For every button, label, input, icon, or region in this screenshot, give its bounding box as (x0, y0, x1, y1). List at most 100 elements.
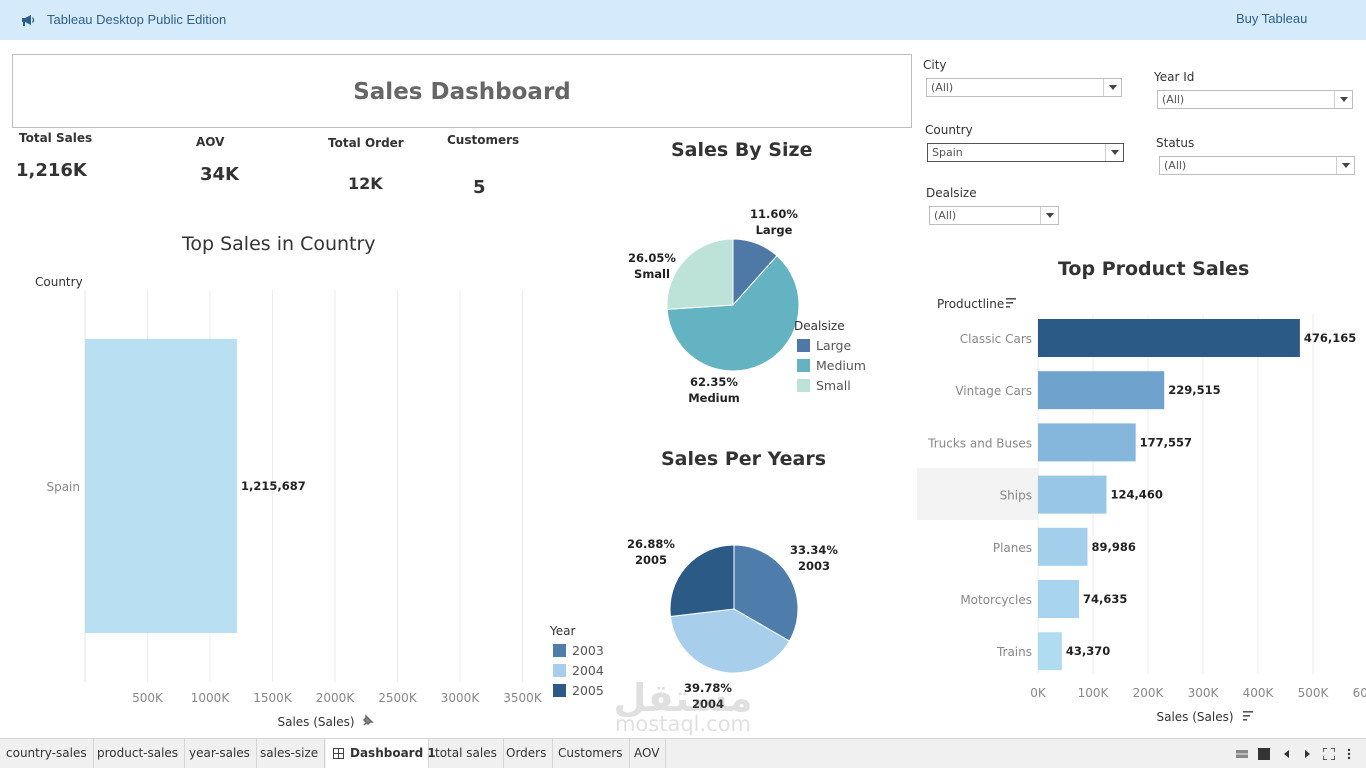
status-filter-select[interactable]: (All) (1159, 156, 1355, 175)
chevron-down-icon (1334, 91, 1352, 108)
years-chart-title: Sales Per Years (661, 448, 827, 470)
sort-icon[interactable] (1243, 711, 1253, 721)
status-filter-label: Status (1156, 136, 1195, 150)
product-bar-label: 43,370 (1066, 644, 1110, 658)
product-axis-ticks: 0K 100K 200K 300K 400K 500K 600K (1030, 686, 1366, 700)
city-filter-label: City (923, 58, 947, 72)
svg-text:11.60%: 11.60% (750, 207, 798, 221)
years-slice-2003[interactable] (733, 544, 799, 642)
size-slice-small[interactable] (666, 238, 734, 310)
size-legend-title: Dealsize (794, 319, 845, 333)
more-options-icon[interactable] (1343, 748, 1355, 760)
top-product-sales-chart[interactable]: Productline Classic Cars 476,165 Vintage C… (917, 290, 1366, 730)
tab-total-sales[interactable]: total sales (429, 739, 504, 768)
city-filter-select[interactable]: (All) (926, 78, 1122, 97)
years-legend-2004[interactable]: 2004 (553, 663, 604, 678)
size-legend-large[interactable]: Large (797, 338, 851, 353)
product-bar-motorcycles[interactable] (1038, 580, 1080, 618)
svg-text:Small: Small (634, 267, 670, 281)
size-chart-title: Sales By Size (671, 139, 813, 161)
svg-text:2005: 2005 (635, 553, 667, 567)
product-category-label: Vintage Cars (955, 384, 1032, 398)
fullscreen-icon[interactable] (1323, 748, 1335, 760)
size-slice-medium[interactable] (666, 255, 800, 372)
product-category-label: Ships (1000, 489, 1032, 503)
dealsize-filter-select[interactable]: (All) (929, 206, 1059, 225)
product-tick-label: 600K (1353, 686, 1366, 700)
years-slice-2004[interactable] (669, 608, 791, 674)
tab-customers[interactable]: Customers (552, 739, 630, 768)
next-sheet-icon[interactable] (1301, 748, 1313, 760)
tab-view-icon[interactable] (1258, 748, 1270, 760)
row-highlight (917, 468, 1038, 520)
sales-per-years-pie[interactable]: 26.88% 2005 33.34% 2003 39.78% 2004 (600, 520, 900, 720)
chevron-down-icon (1336, 157, 1354, 174)
tab-sales-size[interactable]: sales-size (254, 739, 326, 768)
svg-text:Medium: Medium (688, 391, 740, 405)
years-legend-2003[interactable]: 2003 (553, 643, 604, 658)
product-bar-label: 177,557 (1140, 435, 1192, 449)
product-bar-label: 89,986 (1091, 540, 1135, 554)
product-bar-label: 124,460 (1110, 488, 1162, 502)
sort-icon[interactable] (1006, 298, 1016, 308)
filmstrip-view-icon[interactable] (1236, 748, 1248, 760)
country-tick-label: 2500K (378, 691, 418, 705)
product-category-label: Planes (993, 541, 1032, 555)
buy-tableau-link[interactable]: Buy Tableau (1236, 11, 1308, 26)
country-tick-label: 3000K (441, 691, 481, 705)
size-legend-medium[interactable]: Medium (797, 358, 866, 373)
svg-text:39.78%: 39.78% (684, 681, 732, 695)
tab-aov[interactable]: AOV (628, 739, 667, 768)
kpi-total-order-label: Total Order (328, 136, 404, 150)
years-label-2004: 39.78% 2004 (684, 681, 732, 711)
country-axis-ticks: 500K 1000K 1500K 2000K 2500K 3000K 3500K (132, 691, 543, 705)
years-legend-2005[interactable]: 2005 (553, 683, 604, 698)
kpi-total-order-value: 12K (348, 174, 383, 193)
product-tick-label: 0K (1030, 686, 1047, 700)
pin-icon[interactable] (363, 714, 374, 726)
kpi-aov-label: AOV (196, 135, 225, 149)
country-filter-select[interactable]: Spain (927, 143, 1124, 162)
year-filter-select[interactable]: (All) (1157, 90, 1353, 109)
product-bar-label: 476,165 (1304, 331, 1356, 345)
product-bar-trucks-and-buses[interactable] (1038, 423, 1136, 462)
product-tick-label: 200K (1133, 686, 1165, 700)
chevron-down-icon (1103, 79, 1121, 96)
product-tick-label: 400K (1243, 686, 1275, 700)
product-bar-trains[interactable] (1038, 632, 1062, 671)
country-category-label: Spain (46, 480, 80, 494)
size-label-small: 26.05% Small (628, 251, 676, 281)
country-bar-spain[interactable] (85, 339, 237, 633)
product-bar-vintage-cars[interactable] (1038, 371, 1165, 410)
years-slice-2005[interactable] (669, 544, 735, 618)
svg-text:62.35%: 62.35% (690, 375, 738, 389)
country-row-header: Country (35, 275, 83, 289)
country-sales-chart[interactable]: Country Spain 1,215,687 500K 1000K 1500K 20… (0, 270, 560, 740)
product-bar-ships[interactable] (1038, 475, 1107, 514)
product-row-header: Productline (937, 297, 1004, 311)
product-category-label: Trains (996, 645, 1032, 659)
megaphone-icon (22, 15, 35, 26)
size-legend-small[interactable]: Small (797, 378, 851, 393)
dashboard-grid-icon (333, 748, 344, 759)
tab-dashboard-1[interactable]: Dashboard 1 (326, 739, 436, 768)
size-label-large: 11.60% Large (750, 207, 798, 237)
tab-product-sales[interactable]: product-sales (91, 739, 186, 768)
tab-orders[interactable]: Orders (500, 739, 554, 768)
sales-by-size-pie[interactable]: 11.60% Large 26.05% Small 62.35% Medium (600, 190, 900, 430)
dashboard-title-box: Sales Dashboard (12, 54, 912, 128)
country-tick-label: 500K (132, 691, 164, 705)
country-tick-label: 2000K (316, 691, 356, 705)
kpi-aov-value: 34K (200, 164, 239, 185)
previous-sheet-icon[interactable] (1281, 748, 1293, 760)
tab-year-sales[interactable]: year-sales (183, 739, 257, 768)
kpi-total-sales-value: 1,216K (16, 160, 87, 181)
product-bar-label: 229,515 (1168, 383, 1220, 397)
product-category-label: Classic Cars (960, 332, 1032, 346)
country-tick-label: 1000K (191, 691, 231, 705)
product-bar-classic-cars[interactable] (1038, 319, 1300, 357)
top-bar: Tableau Desktop Public Edition Buy Table… (0, 0, 1366, 40)
tab-country-sales[interactable]: country-sales (0, 739, 94, 768)
product-bar-planes[interactable] (1038, 527, 1088, 566)
chevron-down-icon (1105, 144, 1123, 161)
